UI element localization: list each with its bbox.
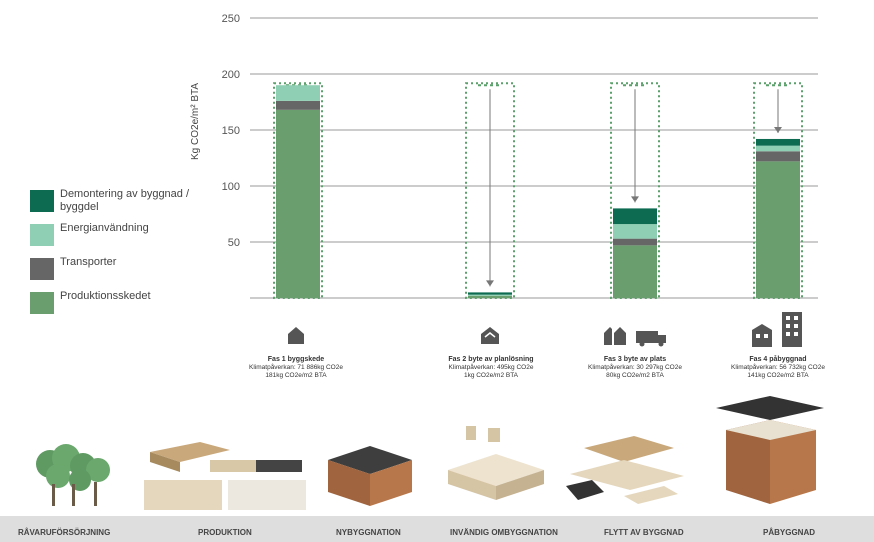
phase-impact: Klimatpåverkan: 495kg CO2e bbox=[448, 364, 534, 371]
y-tick-label: 50 bbox=[228, 237, 240, 249]
bar-segment bbox=[468, 294, 512, 296]
reduction-arrowhead bbox=[486, 280, 494, 287]
bar-segment bbox=[756, 138, 800, 146]
y-tick-label: 250 bbox=[222, 13, 240, 25]
phase-per-area: 141kg CO2e/m2 BTA bbox=[747, 372, 809, 379]
y-tick-label: 200 bbox=[222, 69, 240, 81]
bar-segment bbox=[468, 292, 512, 295]
legend-swatch bbox=[30, 292, 54, 314]
phase-caption-2: Fas 2 byte av planlösning Klimatpåverkan… bbox=[416, 356, 566, 380]
legend-label: Produktionsskedet bbox=[60, 290, 151, 302]
phase-title: Fas 1 byggskede bbox=[267, 356, 325, 363]
house-icon bbox=[288, 327, 304, 344]
bar-segment bbox=[276, 100, 320, 110]
stage-label: NYBYGGNATION bbox=[336, 528, 401, 537]
house-truck-icon bbox=[604, 327, 666, 347]
legend-swatch bbox=[30, 190, 54, 212]
stage-label: INVÄNDIG OMBYGGNATION bbox=[450, 528, 558, 537]
phase-caption-3: Fas 3 byte av plats Klimatpåverkan: 30 2… bbox=[560, 356, 710, 380]
bar-segment bbox=[613, 238, 657, 246]
phase-caption-1: Fas 1 byggskede Klimatpåverkan: 71 886kg… bbox=[221, 356, 371, 380]
y-tick-label: 150 bbox=[222, 125, 240, 137]
phase-impact: Klimatpåverkan: 30 297kg CO2e bbox=[588, 364, 682, 371]
move-building-illustration bbox=[566, 436, 684, 504]
phase-per-area: 80kg CO2e/m2 BTA bbox=[606, 372, 664, 379]
legend-swatch bbox=[30, 224, 54, 246]
stage-label: PRODUKTION bbox=[198, 528, 252, 537]
stage-label: PÅBYGGNAD bbox=[763, 528, 816, 537]
legend-label: Energianvändning bbox=[60, 222, 149, 234]
legend-label: Transporter bbox=[60, 256, 117, 268]
phase-title: Fas 4 påbyggnad bbox=[749, 356, 807, 363]
house-plan-icon bbox=[481, 327, 499, 344]
phase-caption-4: Fas 4 påbyggnad Klimatpåverkan: 56 732kg… bbox=[703, 356, 853, 380]
bar-segment bbox=[276, 85, 320, 101]
reduction-arrowhead bbox=[631, 196, 639, 203]
bar-segment bbox=[613, 245, 657, 298]
interior-rebuild-illustration bbox=[448, 426, 544, 500]
phase-title: Fas 2 byte av planlösning bbox=[448, 356, 534, 363]
phase-per-area: 181kg CO2e/m2 BTA bbox=[265, 372, 327, 379]
y-axis-label: Kg CO2e/m² BTA bbox=[190, 82, 201, 160]
bar-segment bbox=[756, 151, 800, 162]
reduction-arrowhead bbox=[774, 126, 782, 133]
stage-label: FLYTT AV BYGGNAD bbox=[604, 528, 684, 537]
bar-segment bbox=[613, 224, 657, 239]
bar-segment bbox=[756, 161, 800, 298]
phase-impact: Klimatpåverkan: 56 732kg CO2e bbox=[731, 364, 825, 371]
stage-label: RÅVARUFÖRSÖRJNING bbox=[18, 528, 111, 537]
new-building-illustration bbox=[328, 446, 412, 506]
bar-segment bbox=[276, 109, 320, 298]
chart-area: 50 100 150 200 250 bbox=[222, 13, 818, 299]
legend-label: Demontering av byggnad / byggdel bbox=[60, 188, 190, 213]
legend-swatch bbox=[30, 258, 54, 280]
phase-per-area: 1kg CO2e/m2 BTA bbox=[463, 372, 519, 379]
bar-segment bbox=[468, 295, 512, 298]
value-chain-bar bbox=[0, 516, 874, 542]
trees-illustration bbox=[36, 444, 110, 506]
extension-building-illustration bbox=[716, 396, 824, 504]
production-illustration bbox=[144, 442, 306, 510]
phase-impact: Klimatpåverkan: 71 886kg CO2e bbox=[249, 364, 343, 371]
bar-segment bbox=[613, 208, 657, 225]
bar-segment bbox=[756, 145, 800, 152]
y-tick-label: 100 bbox=[222, 181, 240, 193]
phase-title: Fas 3 byte av plats bbox=[603, 356, 667, 363]
building-extension-icon bbox=[752, 312, 802, 347]
